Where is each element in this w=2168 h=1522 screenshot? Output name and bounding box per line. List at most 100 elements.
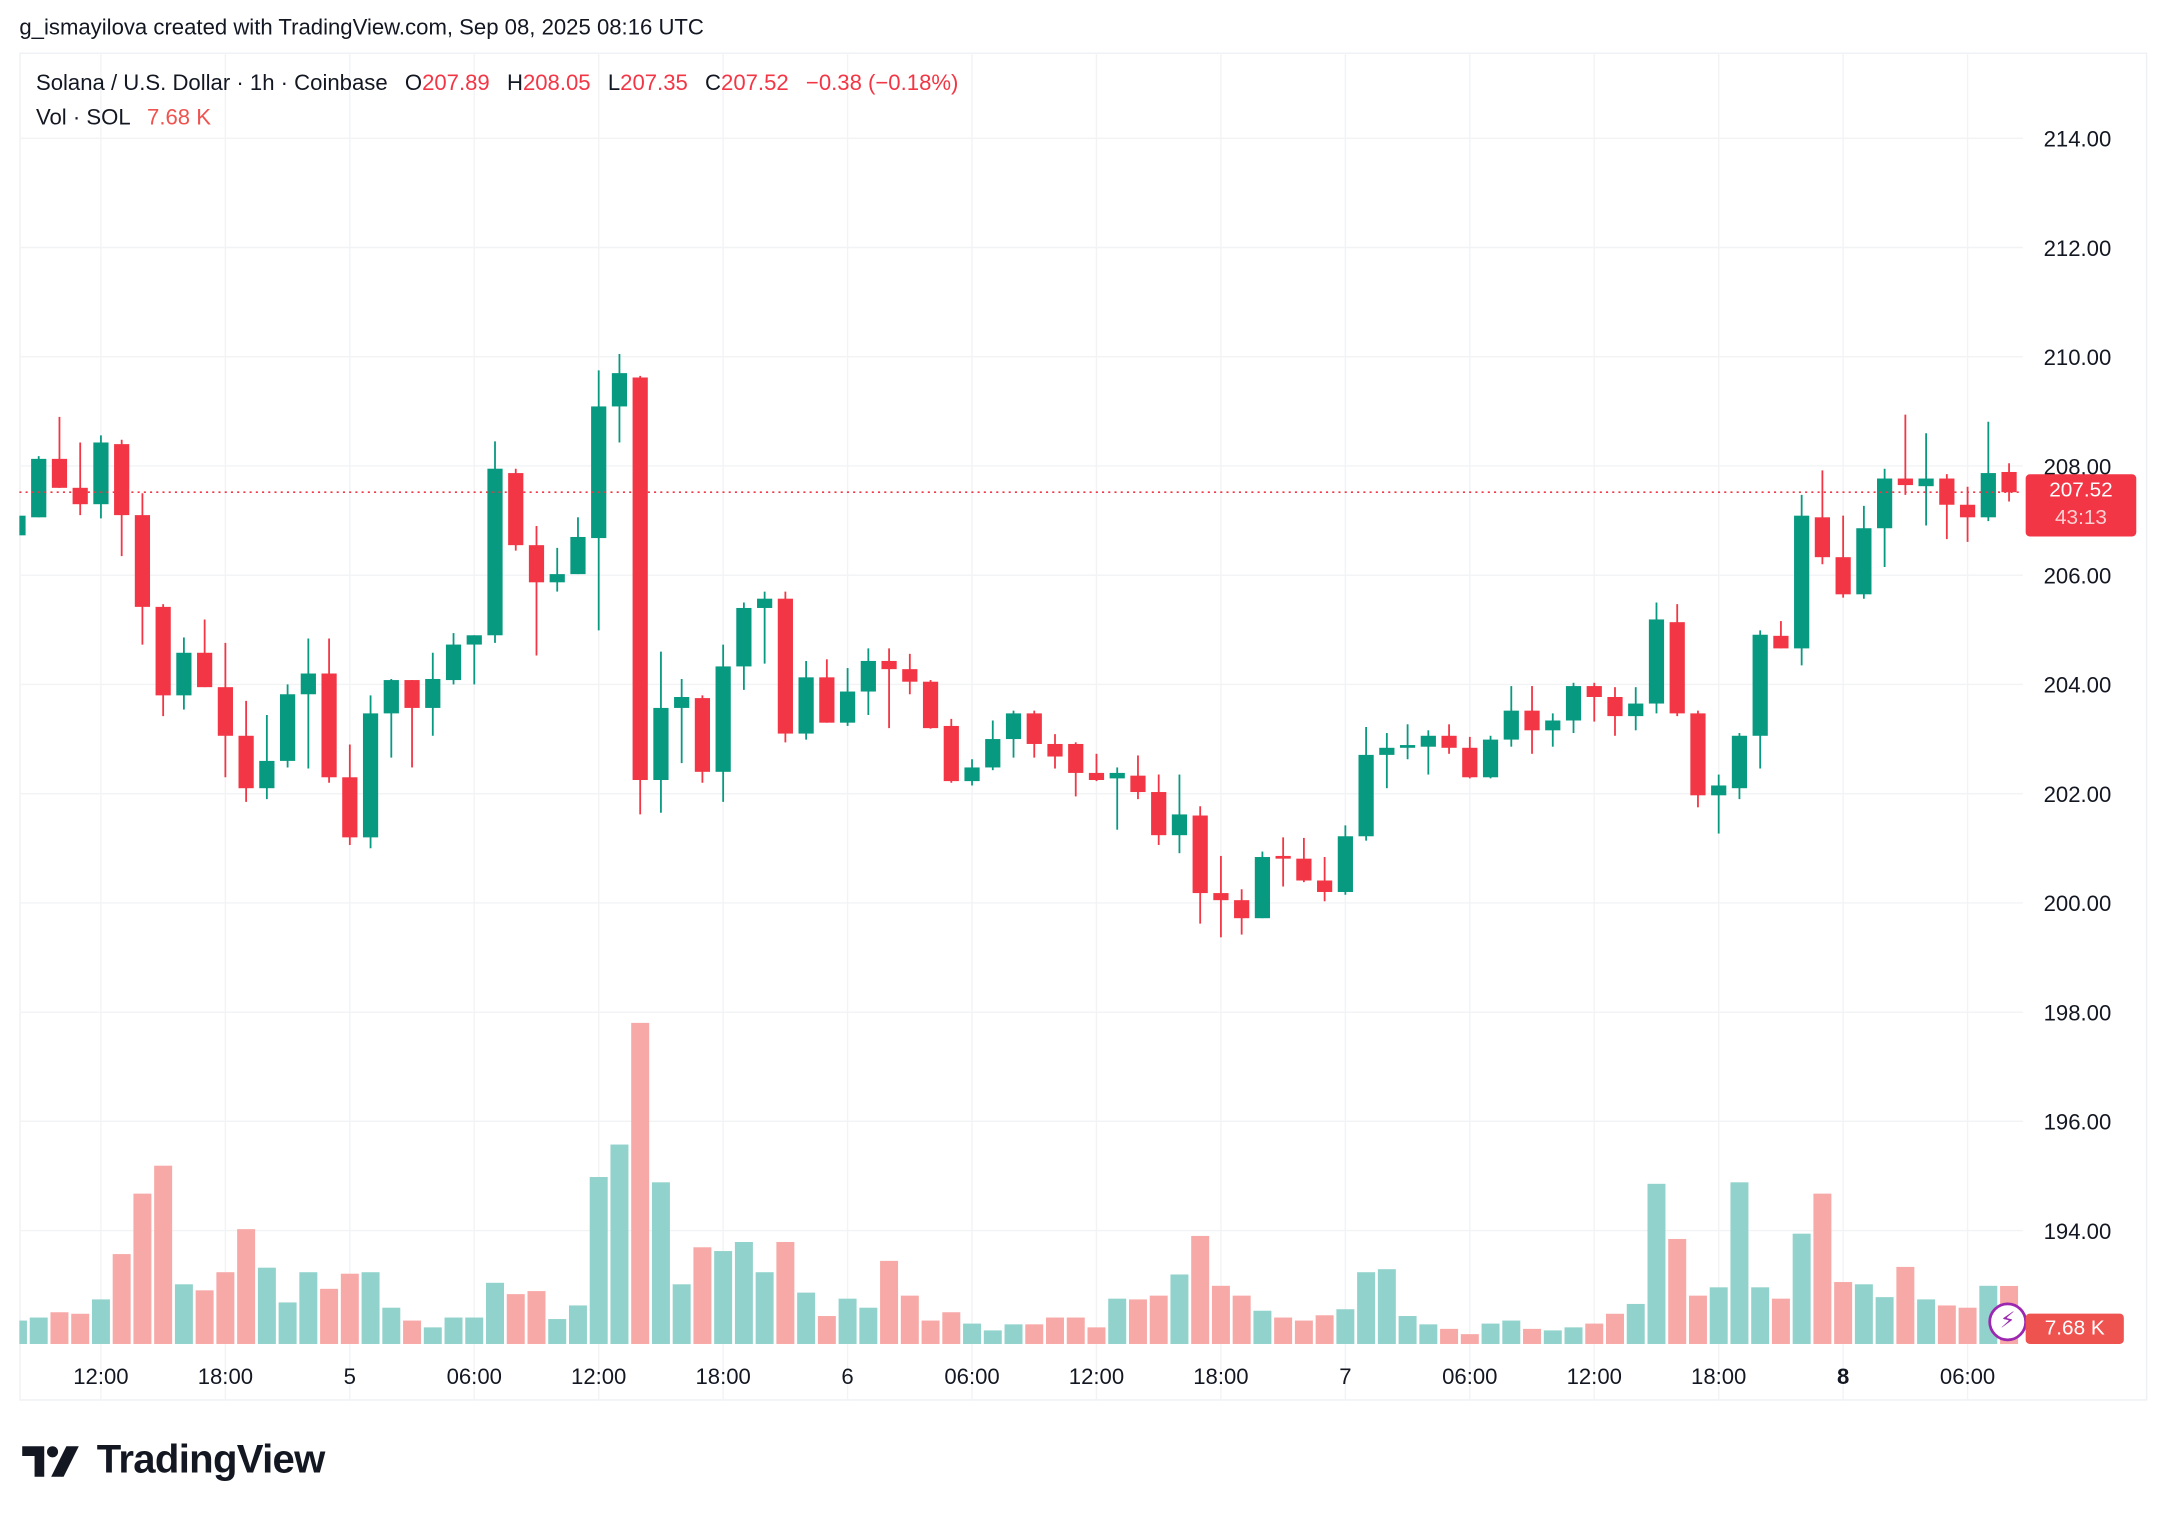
candle-body [694,698,711,772]
volume-bar [548,1319,567,1344]
volume-bar [693,1247,712,1344]
x-tick-label: 06:00 [1442,1364,1497,1389]
x-tick-label: 12:00 [73,1364,128,1389]
symbol-title[interactable]: Solana / U.S. Dollar · 1h · Coinbase [35,71,388,96]
candle-body [964,767,980,782]
x-tick-label: 06:00 [447,1364,502,1389]
volume-bar [527,1291,546,1344]
volume-bar [1834,1282,1853,1344]
volume-bar [465,1317,484,1344]
candle-body [1192,815,1208,894]
candle-body [1565,686,1582,721]
candle-body [1482,739,1499,778]
candle-body [902,669,918,682]
volume-bar [403,1320,422,1344]
volume-bar [568,1305,587,1344]
candle [279,684,296,768]
last-price-value: 207.52 [2049,478,2113,502]
volume-badge: 7.68 K [2025,1313,2124,1344]
candle-body [1835,557,1851,595]
candle-body [342,777,358,838]
volume-bar [942,1312,961,1344]
volume-bar [1170,1274,1189,1344]
candle [715,644,731,802]
candle-body [51,458,68,488]
candle-body [1109,772,1125,779]
volume-bar [299,1272,318,1344]
volume-bar [1066,1317,1085,1344]
candle [943,718,959,783]
candle [259,715,275,800]
volume-bar [133,1193,152,1344]
candle-body [798,677,814,734]
volume-bar [444,1317,463,1344]
volume-bar [1128,1299,1147,1344]
candle-body [197,652,213,688]
candle [819,659,835,723]
tradingview-logo[interactable]: TradingView [22,1438,325,1484]
candle-body [860,660,876,692]
candle-body [31,458,47,518]
candle [1337,825,1353,895]
volume-bar [776,1241,795,1344]
volume-bar [340,1273,359,1344]
y-tick-label: 196.00 [2044,1110,2112,1135]
tradingview-logo-text: TradingView [96,1438,326,1483]
volume-bar [734,1241,753,1344]
candle-body [114,444,130,516]
candle [1171,774,1188,854]
candle-body [155,606,171,696]
candle-body [1296,858,1312,881]
candle-body [1254,857,1271,919]
candle [508,468,524,551]
candle [404,680,420,768]
volume-bar [880,1260,899,1344]
candle-body [1897,478,1913,486]
candle [1794,494,1810,666]
volume-bar [1502,1320,1521,1344]
candle-body [611,373,628,407]
y-tick-label: 206.00 [2044,563,2112,588]
credit-line: g_ismayilova created with TradingView.co… [19,16,704,41]
volume-bar [631,1022,650,1344]
volume-bar [1854,1284,1873,1344]
volume-bar [1958,1307,1977,1344]
candle [114,439,130,557]
volume-bar [1232,1295,1251,1344]
volume-label[interactable]: Vol · SOL [35,106,130,130]
volume-bar [817,1316,836,1344]
candle [1441,724,1457,754]
candle-body [570,536,586,575]
lightning-bolt-icon[interactable]: ⚡︎ [1988,1302,2028,1342]
candle-body [1151,792,1167,836]
candle [1918,433,1934,526]
volume-bar [1211,1285,1230,1344]
candle [1296,837,1312,883]
candle [902,653,918,695]
candle [985,720,1001,771]
candle-body [93,442,109,505]
x-tick-label: 8 [1837,1364,1849,1389]
candle [1088,753,1105,782]
candle-body [1503,710,1519,740]
candle-body [1317,880,1333,892]
candle [1690,710,1706,808]
candle [611,354,628,443]
candle [964,759,980,786]
candle-body [217,687,233,736]
candle-body [2001,471,2017,493]
candle-body [1462,747,1478,778]
volume-bar [154,1165,173,1344]
volume-bar [714,1251,733,1344]
close-value: 207.52 [721,71,789,96]
volume-bar [1543,1330,1562,1344]
candle-body [1980,473,1996,518]
y-tick-label: 210.00 [2044,345,2112,370]
candle-body [1814,517,1831,558]
candle [1005,710,1022,758]
candle-body [1026,713,1042,744]
volume-bar [19,1320,27,1344]
candle [798,660,814,740]
candle [1959,486,1976,542]
